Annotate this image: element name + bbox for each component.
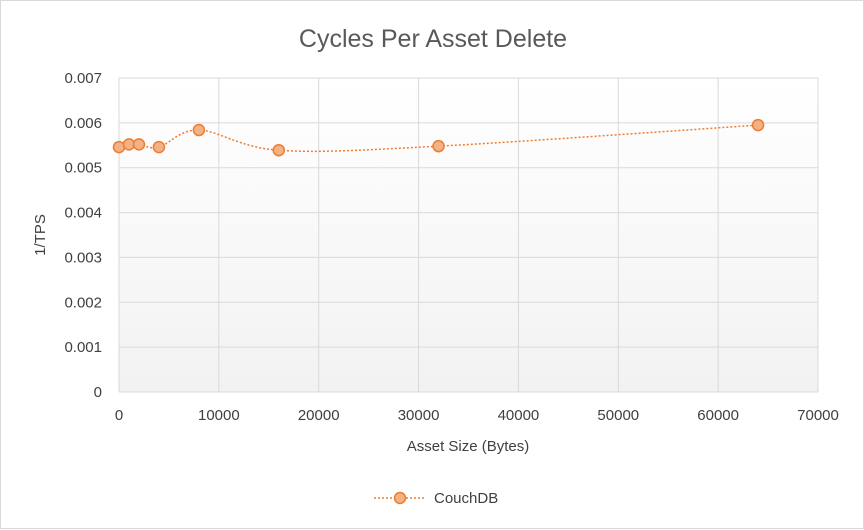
x-axis-label: Asset Size (Bytes) bbox=[407, 438, 530, 455]
data-point bbox=[272, 143, 286, 157]
legend: CouchDB bbox=[374, 490, 498, 507]
x-tick-label: 70000 bbox=[797, 407, 839, 424]
data-point bbox=[132, 138, 146, 151]
y-tick-label: 0.002 bbox=[64, 294, 102, 311]
y-tick-label: 0.005 bbox=[64, 160, 102, 177]
legend-marker-swatch bbox=[393, 491, 407, 505]
y-axis-label: 1/TPS bbox=[32, 214, 49, 256]
y-tick-label: 0.003 bbox=[64, 249, 102, 266]
data-point bbox=[751, 118, 765, 132]
chart-title: Cycles Per Asset Delete bbox=[299, 25, 567, 53]
data-point bbox=[432, 139, 445, 153]
x-tick-label: 0 bbox=[115, 407, 123, 424]
legend-label-couchdb: CouchDB bbox=[434, 490, 498, 507]
x-tick-label: 20000 bbox=[298, 407, 340, 424]
tick-labels: 0 0.001 0.002 0.003 0.004 0.005 0.006 0.007 0 100… bbox=[64, 70, 838, 424]
data-point bbox=[152, 140, 166, 154]
y-tick-label: 0.007 bbox=[64, 70, 102, 87]
gridlines bbox=[118, 77, 819, 393]
plot-area bbox=[119, 78, 818, 392]
y-tick-label: 0.001 bbox=[64, 339, 102, 356]
x-tick-label: 60000 bbox=[697, 407, 739, 424]
y-tick-label: 0.006 bbox=[64, 115, 102, 132]
data-point bbox=[192, 123, 206, 137]
y-tick-label: 0 bbox=[94, 384, 102, 401]
x-tick-label: 50000 bbox=[597, 407, 639, 424]
x-tick-label: 10000 bbox=[198, 407, 240, 424]
series-points bbox=[112, 118, 765, 157]
x-tick-label: 40000 bbox=[498, 407, 540, 424]
x-tick-label: 30000 bbox=[398, 407, 440, 424]
y-tick-label: 0.004 bbox=[64, 205, 102, 222]
series-line-couchdb bbox=[118, 124, 759, 153]
